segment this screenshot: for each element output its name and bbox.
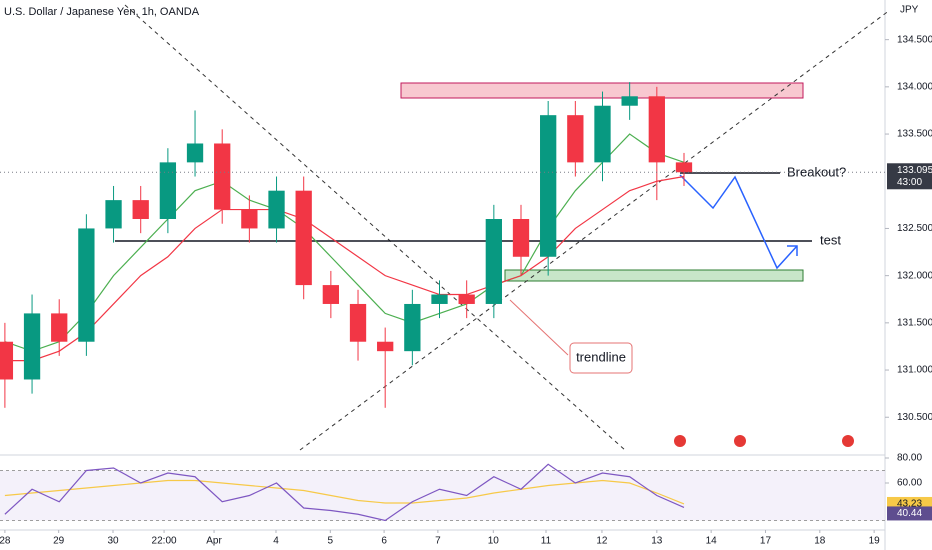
x-tick-label: 5	[328, 536, 334, 547]
x-tick-label: Apr	[206, 536, 222, 547]
callout-line	[509, 299, 569, 356]
last-price: 133.095	[897, 165, 932, 176]
rsi-box	[887, 506, 932, 521]
rsi-band	[0, 470, 885, 521]
candle-body	[186, 143, 204, 163]
event-icon[interactable]	[842, 435, 854, 447]
y-tick-label: 133.500	[897, 129, 932, 140]
x-tick-label: 7	[435, 536, 441, 547]
x-tick-label: 28	[0, 536, 11, 547]
candle-body	[268, 190, 285, 229]
y-tick-label: 134.500	[897, 34, 932, 45]
x-tick-label: 19	[869, 536, 881, 547]
candle-body	[322, 285, 340, 304]
x-tick-label: 17	[760, 536, 772, 547]
rsi-ma-label: 43.23	[897, 499, 922, 510]
event-icon[interactable]	[734, 435, 746, 447]
callout-box	[569, 342, 633, 374]
x-tick-label: 13	[651, 536, 663, 547]
candle-body	[567, 115, 584, 163]
y-tick-label: 132.500	[897, 223, 932, 234]
x-tick-label: 11	[541, 536, 552, 547]
x-tick-label: 22:00	[152, 536, 177, 547]
x-tick-label: 10	[488, 536, 500, 547]
candle-body	[349, 303, 367, 342]
candle-body	[621, 96, 638, 106]
y-tick-label: 134.000	[897, 81, 932, 92]
x-tick-label: 12	[596, 536, 608, 547]
x-tick-label: 29	[53, 536, 65, 547]
trend-line	[299, 9, 891, 451]
y-tick-label: 131.500	[897, 317, 932, 328]
last-price-box	[887, 163, 932, 190]
x-tick-label: 6	[381, 536, 387, 547]
candle-body	[23, 313, 41, 380]
rsi-label: 40.44	[897, 508, 922, 519]
candle-body	[458, 294, 475, 304]
candle-body	[540, 115, 557, 257]
event-icon[interactable]	[674, 435, 686, 447]
projection	[679, 174, 798, 270]
candle-body	[0, 341, 14, 380]
candle-body	[105, 200, 122, 229]
countdown: 43:00	[897, 177, 922, 188]
chart-title: U.S. Dollar / Japanese Yen, 1h, OANDA	[4, 6, 200, 18]
candle-body	[675, 162, 693, 173]
candle-body	[132, 200, 149, 220]
projection-arrow	[787, 245, 798, 256]
candle-body	[78, 228, 95, 342]
rsi-tick-label: 60.00	[897, 478, 922, 489]
rsi-line	[4, 463, 685, 522]
candle-body	[51, 313, 68, 342]
moving-average	[4, 133, 685, 352]
candle-body	[648, 96, 665, 163]
candle-body	[159, 162, 177, 220]
x-tick-label: 14	[706, 536, 718, 547]
x-tick-label: 18	[814, 536, 826, 547]
candle-body	[214, 143, 231, 210]
moving-average	[4, 175, 685, 362]
annotation: trendline	[576, 349, 626, 364]
x-tick-label: 30	[107, 536, 119, 547]
candle-body	[377, 341, 394, 352]
candle-body	[241, 209, 258, 229]
candle-body	[404, 303, 421, 352]
annotation: test	[820, 232, 841, 247]
candle-body	[512, 219, 530, 257]
support-zone	[504, 269, 804, 282]
y-tick-label: 132.000	[897, 270, 932, 281]
rsi-ma-line	[4, 479, 685, 505]
y-tick-label: 130.500	[897, 412, 932, 423]
y-tick-label: 131.000	[897, 365, 932, 376]
rsi-tick-label: 80.00	[897, 453, 922, 464]
candle-body	[594, 105, 611, 163]
currency: JPY	[900, 5, 919, 16]
candle-body	[485, 219, 502, 304]
candle-body	[295, 190, 312, 286]
candle-body	[431, 294, 448, 304]
x-tick-label: 4	[273, 536, 279, 547]
